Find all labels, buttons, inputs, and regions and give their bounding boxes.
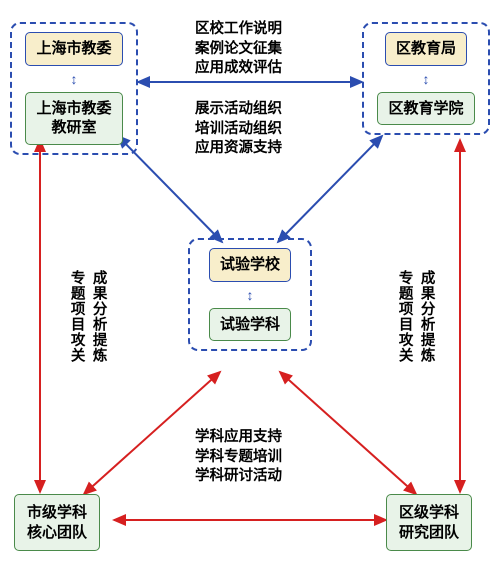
label-top-upper: 区校工作说明案例论文征集应用成效评估: [195, 20, 282, 79]
group-district-edu: 区教育局 ↕ 区教育学院: [362, 22, 490, 135]
node-district-bureau: 区教育局: [385, 32, 467, 66]
inner-arrow-tl: ↕: [71, 72, 78, 86]
label-right-col2: 专题项目攻关: [394, 270, 414, 363]
node-shanghai-research: 上海市教委教研室: [25, 92, 122, 145]
node-district-subject-team: 区级学科研究团队: [386, 494, 472, 551]
inner-arrow-tr: ↕: [423, 72, 430, 86]
label-left-col2: 专题项目攻关: [66, 270, 86, 363]
node-shanghai-edu: 上海市教委: [25, 32, 122, 66]
node-district-college: 区教育学院: [377, 92, 474, 126]
node-pilot-school: 试验学校: [209, 248, 291, 282]
inner-arrow-c: ↕: [247, 288, 254, 302]
node-city-subject-team: 市级学科核心团队: [14, 494, 100, 551]
node-pilot-subject: 试验学科: [209, 308, 291, 342]
label-top-lower: 展示活动组织培训活动组织应用资源支持: [195, 100, 282, 159]
label-bottom-center: 学科应用支持学科专题培训学科研讨活动: [195, 428, 282, 487]
group-pilot: 试验学校 ↕ 试验学科: [188, 238, 312, 351]
group-shanghai: 上海市教委 ↕ 上海市教委教研室: [10, 22, 138, 155]
label-right-col1: 成果分析提炼: [416, 270, 436, 363]
label-left-col1: 成果分析提炼: [88, 270, 108, 363]
